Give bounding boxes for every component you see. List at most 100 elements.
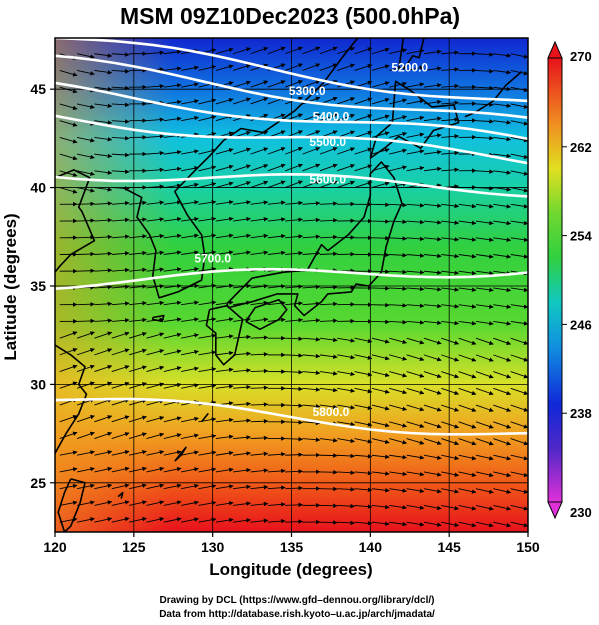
wind-arrow: [354, 181, 373, 189]
wind-arrow: [181, 467, 199, 473]
wind-arrow: [389, 182, 408, 189]
wind-arrow: [163, 500, 182, 506]
wind-arrow: [111, 69, 130, 74]
wind-arrow: [423, 404, 442, 412]
wind-arrow: [76, 517, 95, 523]
y-tick-label: 25: [30, 475, 46, 491]
wind-arrow: [181, 233, 199, 239]
wind-arrow: [215, 250, 234, 255]
wind-arrow: [371, 97, 390, 105]
wind-arrow: [371, 202, 390, 207]
wind-arrow: [371, 371, 390, 378]
wind-arrow: [146, 415, 165, 423]
wind-arrow: [475, 287, 494, 293]
wind-arrow: [181, 300, 199, 306]
wind-arrow: [59, 103, 78, 111]
wind-arrow: [319, 438, 338, 443]
wind-arrow: [146, 450, 165, 456]
wind-arrow: [267, 147, 286, 155]
wind-arrow: [267, 518, 286, 524]
wind-arrow: [510, 120, 528, 126]
wind-arrow: [250, 250, 269, 255]
wind-arrow: [285, 46, 303, 55]
wind-arrow: [406, 99, 425, 105]
x-tick-label: 140: [359, 539, 383, 555]
wind-arrow: [111, 318, 130, 323]
wind-arrow: [129, 500, 147, 506]
wind-arrow: [198, 65, 217, 71]
wind-arrow: [233, 64, 251, 71]
wind-arrow: [233, 334, 251, 340]
y-axis-title: Latitude (degrees): [1, 213, 20, 360]
wind-arrow: [371, 47, 390, 55]
wind-arrow: [198, 500, 217, 506]
wind-arrow: [354, 504, 373, 509]
wind-arrow: [389, 48, 408, 55]
wind-arrow: [267, 80, 286, 88]
wind-arrow: [163, 382, 182, 389]
wind-arrow: [198, 367, 217, 373]
wind-arrow: [146, 517, 165, 523]
wind-arrow: [389, 64, 408, 71]
wind-arrow: [441, 134, 460, 139]
wind-arrow: [371, 387, 390, 394]
wind-arrow: [406, 219, 425, 225]
wind-arrow: [94, 381, 113, 389]
wind-arrow: [267, 217, 286, 222]
wind-arrow: [163, 250, 182, 255]
coastline-path: [117, 491, 124, 499]
wind-arrow: [111, 52, 130, 57]
wind-arrow: [389, 387, 408, 395]
wind-arrow: [406, 488, 425, 494]
wind-arrow: [441, 203, 460, 209]
wind-arrow: [250, 283, 269, 289]
coastline-path: [122, 139, 225, 299]
wind-arrow: [441, 521, 460, 528]
wind-arrow: [337, 371, 356, 377]
wind-arrow: [458, 421, 477, 429]
wind-arrow: [233, 484, 251, 490]
wind-arrow: [77, 301, 95, 307]
wind-arrow: [59, 170, 78, 177]
wind-arrow: [302, 337, 321, 342]
wind-arrow: [111, 348, 130, 356]
wind-arrow: [198, 383, 217, 389]
wind-arrow: [76, 483, 95, 490]
wind-arrow: [215, 164, 234, 172]
wind-arrow: [510, 471, 528, 478]
wind-arrow: [406, 454, 425, 460]
wind-arrow: [510, 136, 528, 143]
wind-arrow: [423, 166, 442, 172]
wind-arrow: [129, 284, 147, 289]
wind-arrow: [458, 287, 477, 292]
wind-arrow: [129, 200, 147, 206]
wind-arrow: [198, 165, 217, 172]
wind-arrow: [198, 300, 217, 306]
wind-arrow: [458, 337, 477, 345]
wind-arrow: [337, 404, 356, 410]
wind-arrow: [423, 253, 442, 259]
wind-arrow: [302, 370, 321, 376]
wind-arrow: [510, 387, 528, 396]
wind-arrow: [215, 434, 234, 440]
wind-arrow: [406, 203, 425, 208]
wind-arrow: [423, 303, 442, 309]
wind-arrow: [198, 148, 217, 155]
wind-arrow: [285, 485, 303, 491]
wind-arrow: [128, 415, 147, 423]
wind-arrow: [337, 180, 355, 189]
wind-arrow: [493, 387, 512, 396]
wind-arrow: [319, 218, 338, 223]
colorbar-tick-label: 270: [570, 49, 592, 64]
wind-arrow: [215, 467, 234, 473]
wind-arrow: [423, 270, 442, 275]
wind-arrow: [510, 438, 528, 446]
wind-arrow: [163, 49, 182, 55]
wind-arrow: [389, 219, 408, 225]
wind-arrow: [458, 387, 477, 396]
wind-arrow: [250, 418, 269, 424]
wind-arrow: [233, 518, 251, 523]
wind-arrow: [441, 304, 460, 309]
wind-arrow: [337, 487, 356, 492]
wind-arrow: [181, 65, 199, 71]
